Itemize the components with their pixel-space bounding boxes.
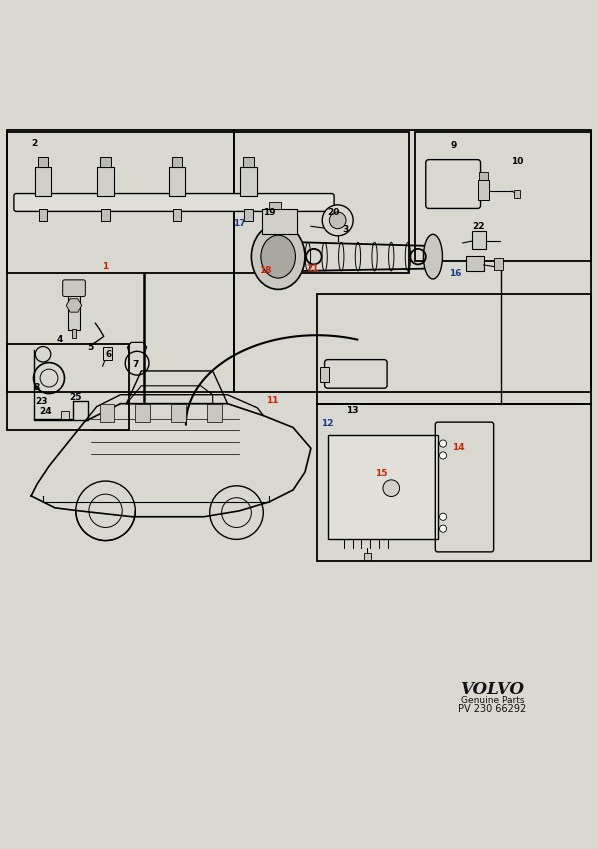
Bar (68, 292, 80, 330)
Bar (72, 329, 77, 338)
Bar (514, 190, 520, 199)
Bar (472, 231, 487, 249)
FancyBboxPatch shape (14, 194, 334, 211)
Bar (466, 256, 484, 271)
Text: 10: 10 (511, 157, 523, 166)
Text: 12: 12 (321, 419, 334, 428)
Bar (207, 403, 222, 421)
Circle shape (440, 440, 447, 447)
Text: 8: 8 (34, 383, 40, 391)
Ellipse shape (251, 224, 305, 290)
Bar (97, 167, 114, 196)
Text: 2: 2 (31, 139, 37, 148)
Text: 25: 25 (69, 393, 82, 402)
Text: 3: 3 (342, 225, 349, 233)
Bar (61, 411, 69, 419)
Text: 4: 4 (57, 335, 63, 344)
Text: 17: 17 (233, 219, 246, 228)
Bar (240, 167, 257, 196)
Ellipse shape (423, 234, 443, 279)
Circle shape (440, 525, 447, 532)
Text: 5: 5 (87, 343, 94, 351)
Text: 16: 16 (448, 269, 461, 278)
Bar (234, 130, 591, 391)
Bar (317, 403, 591, 561)
Circle shape (329, 212, 346, 228)
Text: 18: 18 (259, 267, 271, 275)
Text: 11: 11 (266, 396, 279, 405)
Bar (173, 209, 181, 221)
Ellipse shape (261, 235, 295, 278)
Polygon shape (66, 299, 82, 312)
Bar (243, 157, 254, 167)
Bar (269, 202, 281, 209)
Bar (262, 209, 297, 234)
FancyBboxPatch shape (63, 280, 86, 296)
Text: VOLVO: VOLVO (460, 681, 524, 698)
FancyBboxPatch shape (325, 360, 387, 388)
Text: PV 230 66292: PV 230 66292 (458, 704, 527, 714)
Text: 21: 21 (306, 264, 319, 273)
Text: 15: 15 (375, 469, 388, 478)
Circle shape (440, 513, 447, 520)
Text: 7: 7 (132, 361, 139, 369)
Bar (320, 367, 329, 382)
Bar (328, 435, 438, 539)
Circle shape (440, 452, 447, 459)
Bar (103, 347, 112, 360)
Text: 22: 22 (472, 222, 485, 232)
Bar (415, 132, 591, 261)
Bar (135, 403, 150, 421)
FancyBboxPatch shape (426, 160, 481, 209)
Bar (7, 130, 234, 391)
Text: 23: 23 (36, 397, 48, 407)
Text: 13: 13 (346, 407, 359, 415)
Text: 9: 9 (450, 142, 457, 150)
Bar (480, 172, 488, 181)
Bar (102, 209, 109, 221)
Bar (100, 157, 111, 167)
Bar (7, 132, 409, 273)
Bar (171, 403, 186, 421)
Circle shape (322, 205, 353, 236)
Bar (494, 258, 503, 270)
Bar (39, 209, 47, 221)
Bar (38, 157, 48, 167)
Bar (7, 344, 129, 430)
Bar (244, 209, 252, 221)
Bar (172, 157, 182, 167)
Bar (169, 167, 185, 196)
Bar (478, 181, 490, 200)
Circle shape (383, 480, 399, 497)
Bar (317, 294, 591, 403)
Text: 14: 14 (452, 442, 465, 452)
Text: 1: 1 (102, 262, 109, 272)
Text: 24: 24 (39, 407, 53, 416)
Text: Genuine Parts: Genuine Parts (460, 695, 524, 705)
Text: 19: 19 (263, 207, 276, 216)
Text: 20: 20 (327, 207, 340, 216)
Text: 6: 6 (105, 351, 112, 359)
Bar (364, 553, 371, 559)
Bar (100, 403, 114, 421)
Bar (35, 167, 51, 196)
